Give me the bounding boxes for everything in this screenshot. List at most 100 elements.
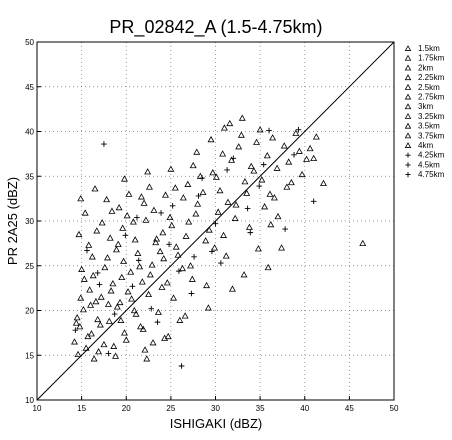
triangle-marker <box>124 288 132 295</box>
triangle-marker <box>240 271 248 278</box>
triangle-marker <box>134 249 142 256</box>
triangle-marker <box>258 176 266 183</box>
triangle-marker <box>79 305 87 313</box>
plus-marker <box>230 155 237 162</box>
plus-marker <box>310 198 317 205</box>
legend-item: 2.5km <box>404 83 440 92</box>
plus-marker <box>96 281 103 288</box>
triangle-marker <box>312 133 320 140</box>
triangle-marker <box>90 355 98 362</box>
triangle-marker <box>184 180 192 187</box>
triangle-marker <box>178 264 186 272</box>
triangle-marker <box>310 154 318 161</box>
legend-label: 1.75km <box>418 54 445 63</box>
triangle-marker <box>238 114 246 121</box>
triangle-marker <box>132 310 140 317</box>
chart-title: PR_02842_A (1.5-4.75km) <box>109 17 322 38</box>
y-axis-label: PR 2A25 (dBZ) <box>5 177 20 265</box>
legend-label: 2.25km <box>418 73 445 82</box>
triangle-marker <box>97 293 105 300</box>
triangle-marker <box>110 342 118 349</box>
plus-marker <box>266 127 272 134</box>
triangle-marker <box>118 273 126 281</box>
triangle-marker <box>182 232 190 239</box>
triangle-marker <box>224 198 232 205</box>
y-tick-label: 10 <box>25 396 34 405</box>
legend-item: 2.75km <box>404 93 445 102</box>
legend-item: 2.25km <box>404 73 445 82</box>
triangle-marker <box>77 294 85 301</box>
triangle-marker <box>117 316 125 323</box>
triangle-marker <box>203 281 211 289</box>
triangle-marker <box>120 257 128 264</box>
triangle-marker <box>85 241 93 248</box>
triangle-marker <box>154 308 162 315</box>
triangle-marker <box>250 167 258 174</box>
triangle-marker <box>137 322 145 330</box>
triangle-marker <box>172 243 180 250</box>
x-tick-label: 15 <box>77 404 86 413</box>
legend-label: 3.5km <box>418 122 440 131</box>
triangle-marker <box>205 226 213 233</box>
plus-marker <box>191 254 197 260</box>
legend-label: 4.5km <box>418 160 440 169</box>
triangle-marker <box>211 244 219 251</box>
legend-label: 4.75km <box>418 170 445 179</box>
legend-triangle-marker <box>404 112 412 119</box>
plus-marker <box>291 151 297 158</box>
y-tick-label: 45 <box>25 83 34 92</box>
triangle-marker <box>76 322 84 330</box>
triangle-marker <box>144 168 152 175</box>
triangle-marker <box>266 190 274 197</box>
plus-marker <box>218 260 224 266</box>
triangle-marker <box>166 213 174 221</box>
plus-marker <box>154 319 161 325</box>
x-tick-label: 50 <box>390 404 399 413</box>
triangle-marker <box>174 251 182 258</box>
legend-item: 1.75km <box>404 54 445 63</box>
triangle-marker <box>287 178 295 186</box>
legend-item: 3.75km <box>404 131 445 140</box>
triangle-marker <box>94 315 102 323</box>
triangle-marker <box>161 334 169 341</box>
plus-marker <box>212 220 219 227</box>
legend-triangle-marker <box>404 54 412 61</box>
triangle-marker <box>80 275 88 282</box>
triangle-marker <box>295 147 303 154</box>
triangle-marker <box>130 306 138 314</box>
triangle-marker <box>138 278 146 285</box>
triangle-marker <box>267 220 275 228</box>
triangle-marker <box>202 237 210 244</box>
legend-item: 4.5km <box>405 160 440 169</box>
triangle-marker <box>194 200 202 207</box>
triangle-marker <box>112 246 120 253</box>
triangle-marker <box>181 312 189 319</box>
triangle-marker <box>141 346 149 353</box>
triangle-marker <box>235 143 243 150</box>
legend-label: 3km <box>418 102 433 111</box>
triangle-marker <box>107 287 115 294</box>
plus-marker <box>72 327 79 333</box>
triangle-marker <box>91 185 99 192</box>
plus-marker <box>199 175 205 181</box>
triangle-marker <box>192 210 200 217</box>
triangle-marker <box>207 135 215 143</box>
triangle-marker <box>220 124 228 131</box>
triangle-marker <box>75 230 83 238</box>
triangle-marker <box>116 298 124 306</box>
triangle-marker <box>74 350 82 357</box>
triangle-marker <box>77 195 85 202</box>
triangle-marker <box>228 285 236 292</box>
series-4.25km <box>94 127 317 369</box>
plus-marker <box>129 283 136 290</box>
triangle-marker <box>81 209 89 216</box>
triangle-marker <box>148 261 156 268</box>
triangle-marker <box>306 144 314 152</box>
legend-triangle-marker <box>404 142 412 148</box>
triangle-marker <box>128 295 136 302</box>
triangle-marker <box>188 275 196 282</box>
x-tick-label: 40 <box>300 404 309 413</box>
triangle-marker <box>222 252 230 259</box>
triangle-marker <box>162 191 169 198</box>
